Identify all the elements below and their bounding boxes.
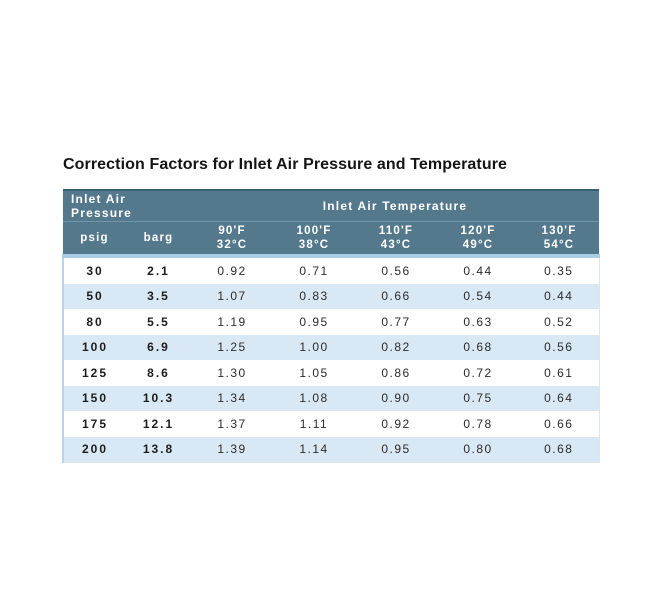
factor-cell: 0.63 xyxy=(463,314,493,329)
factor-cell: 0.82 xyxy=(355,334,437,360)
factor-cell: 0.80 xyxy=(437,436,519,463)
table-row: 125 8.6 1.30 1.05 0.86 0.72 0.61 xyxy=(62,360,600,386)
psig-cell: 200 xyxy=(62,436,126,463)
temp-celsius-label: 43°C xyxy=(380,239,412,251)
psig-cell: 100 xyxy=(62,334,126,360)
table-row: 150 10.3 1.34 1.08 0.90 0.75 0.64 xyxy=(62,385,600,411)
barg-cell: 10.3 xyxy=(126,385,191,411)
table-row: 100 6.9 1.25 1.00 0.82 0.68 0.56 xyxy=(62,334,600,360)
barg-cell: 2.1 xyxy=(147,263,170,278)
group-header-inlet-air-temperature: Inlet Air Temperature xyxy=(191,189,599,222)
factor-cell: 0.68 xyxy=(519,436,600,463)
barg-cell: 13.8 xyxy=(126,436,191,463)
factor-cell: 1.07 xyxy=(191,283,273,309)
factor-cell: 1.14 xyxy=(273,436,355,463)
factor-cell: 1.25 xyxy=(191,334,273,360)
temp-celsius-label: 32°C xyxy=(216,239,248,251)
factor-cell: 0.44 xyxy=(463,263,493,278)
factor-cell: 1.34 xyxy=(191,385,273,411)
correction-factors-table: Inlet Air Pressure Inlet Air Temperature… xyxy=(62,189,600,463)
psig-cell: 30 xyxy=(62,256,126,284)
factor-cell: 0.56 xyxy=(381,263,411,278)
psig-cell: 50 xyxy=(62,283,126,309)
temp-celsius-label: 54°C xyxy=(543,239,575,251)
factor-cell: 1.19 xyxy=(217,314,247,329)
col-header-temp-120f: 120'F 49°C xyxy=(437,221,519,258)
factor-cell: 0.66 xyxy=(355,283,437,309)
factor-cell: 0.71 xyxy=(299,263,329,278)
col-header-temp-130f: 130'F 54°C xyxy=(519,221,599,258)
col-header-psig: psig xyxy=(63,221,126,258)
factor-cell: 0.64 xyxy=(519,385,600,411)
temp-fahrenheit-label: 130'F xyxy=(541,225,577,237)
factor-cell: 0.35 xyxy=(519,256,600,284)
table-row: 50 3.5 1.07 0.83 0.66 0.54 0.44 xyxy=(62,283,600,309)
factor-cell: 1.00 xyxy=(273,334,355,360)
factor-cell: 0.66 xyxy=(519,411,600,437)
factor-cell: 0.92 xyxy=(217,263,247,278)
factor-cell: 0.72 xyxy=(463,365,493,380)
factor-cell: 0.68 xyxy=(437,334,519,360)
barg-cell: 6.9 xyxy=(126,334,191,360)
factor-cell: 0.86 xyxy=(381,365,411,380)
table-row: 175 12.1 1.37 1.11 0.92 0.78 0.66 xyxy=(62,411,600,437)
col-header-barg: barg xyxy=(126,221,191,258)
factor-cell: 0.78 xyxy=(463,416,493,431)
col-header-temp-100f: 100'F 38°C xyxy=(273,221,355,258)
temp-fahrenheit-label: 100'F xyxy=(296,225,332,237)
column-header-row: psig barg 90'F 32°C 100'F 38°C 110'F 43°… xyxy=(63,221,599,258)
factor-cell: 0.44 xyxy=(519,283,600,309)
factor-cell: 0.77 xyxy=(381,314,411,329)
factor-cell: 1.37 xyxy=(217,416,247,431)
col-header-temp-110f: 110'F 43°C xyxy=(355,221,437,258)
factor-cell: 1.08 xyxy=(273,385,355,411)
factor-cell: 0.95 xyxy=(299,314,329,329)
factor-cell: 0.92 xyxy=(381,416,411,431)
temp-fahrenheit-label: 90'F xyxy=(218,225,246,237)
factor-cell: 0.75 xyxy=(437,385,519,411)
factor-cell: 0.61 xyxy=(519,360,600,386)
factor-cell: 0.56 xyxy=(519,334,600,360)
temp-celsius-label: 38°C xyxy=(298,239,330,251)
factor-cell: 1.30 xyxy=(217,365,247,380)
table-row: 200 13.8 1.39 1.14 0.95 0.80 0.68 xyxy=(62,436,600,463)
barg-cell: 12.1 xyxy=(142,416,175,431)
factor-cell: 0.95 xyxy=(355,436,437,463)
factor-cell: 0.90 xyxy=(355,385,437,411)
table-body: 30 2.1 0.92 0.71 0.56 0.44 0.35 50 3.5 1… xyxy=(62,256,600,463)
group-header-row: Inlet Air Pressure Inlet Air Temperature xyxy=(63,189,599,222)
factor-cell: 1.11 xyxy=(299,416,329,431)
barg-cell: 5.5 xyxy=(147,314,170,329)
col-header-temp-90f: 90'F 32°C xyxy=(191,221,273,258)
table-row: 30 2.1 0.92 0.71 0.56 0.44 0.35 xyxy=(62,256,600,284)
psig-cell: 175 xyxy=(62,411,126,437)
factor-cell: 0.54 xyxy=(437,283,519,309)
factor-cell: 1.39 xyxy=(191,436,273,463)
factor-cell: 1.05 xyxy=(299,365,329,380)
psig-cell: 80 xyxy=(62,309,126,335)
psig-cell: 125 xyxy=(62,360,126,386)
table-row: 80 5.5 1.19 0.95 0.77 0.63 0.52 xyxy=(62,309,600,335)
temp-fahrenheit-label: 110'F xyxy=(378,225,414,237)
temp-fahrenheit-label: 120'F xyxy=(460,225,496,237)
psig-cell: 150 xyxy=(62,385,126,411)
temp-celsius-label: 49°C xyxy=(462,239,494,251)
barg-cell: 8.6 xyxy=(147,365,170,380)
barg-cell: 3.5 xyxy=(126,283,191,309)
table-header: Inlet Air Pressure Inlet Air Temperature… xyxy=(63,189,599,258)
page: Correction Factors for Inlet Air Pressur… xyxy=(62,154,600,463)
page-title: Correction Factors for Inlet Air Pressur… xyxy=(63,156,508,173)
factor-cell: 0.83 xyxy=(273,283,355,309)
group-header-inlet-air-pressure: Inlet Air Pressure xyxy=(63,189,191,222)
factor-cell: 0.52 xyxy=(519,309,600,335)
